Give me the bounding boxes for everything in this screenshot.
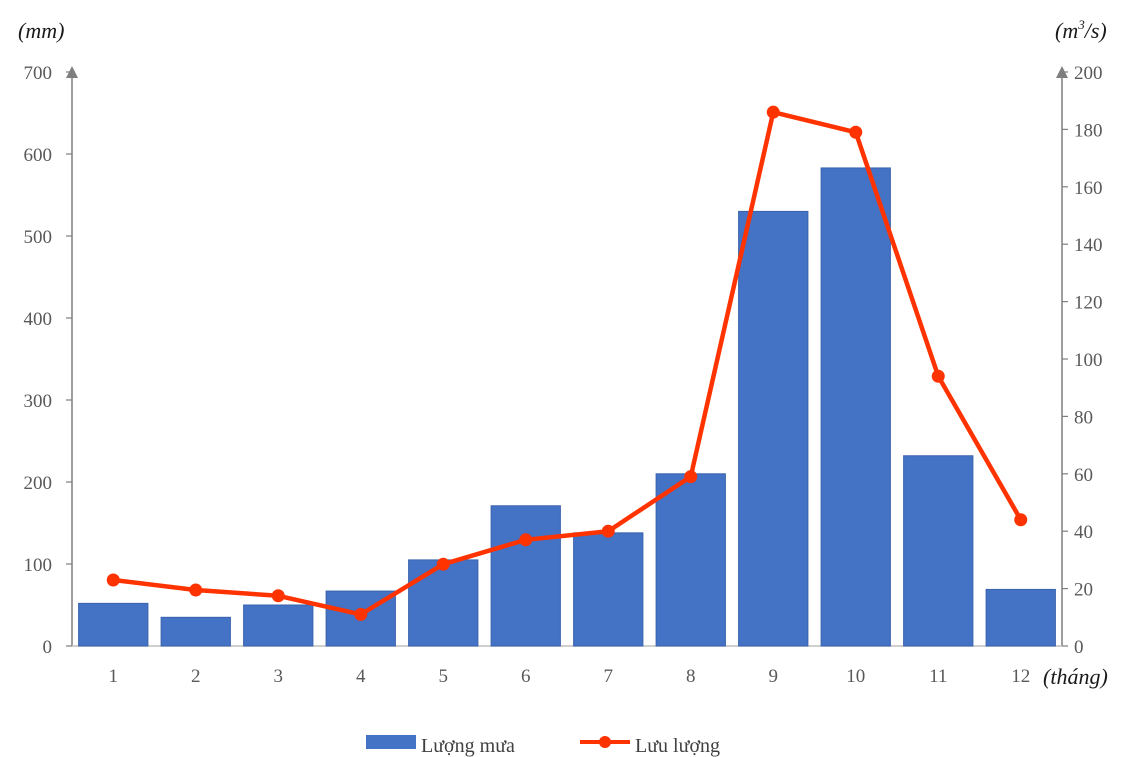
x-tick-label: 10 (846, 666, 865, 687)
rainfall-bar (655, 473, 726, 647)
x-tick-label: 11 (929, 666, 947, 687)
right-tick-label: 200 (1074, 63, 1103, 84)
rainfall-bar (243, 604, 314, 647)
rainfall-bar (408, 559, 479, 647)
x-tick-label: 12 (1011, 666, 1030, 687)
left-axis-unit: (mm) (18, 18, 64, 43)
x-tick-label: 8 (686, 666, 696, 687)
left-tick-label: 200 (24, 473, 53, 494)
discharge-point (766, 105, 780, 119)
right-tick-label: 80 (1074, 407, 1093, 428)
discharge-point (931, 369, 945, 383)
legend: Lượng mưa Lưu lượng (366, 735, 720, 757)
discharge-point (436, 557, 450, 571)
x-axis-unit: (tháng) (1043, 664, 1108, 689)
x-tick-label: 9 (769, 666, 779, 687)
legend-swatch-rainfall (366, 735, 416, 749)
x-tick-labels: 1 2 3 4 5 6 7 8 9 10 11 12 (109, 666, 1031, 687)
rainfall-bar (160, 616, 231, 647)
left-tick-label: 500 (24, 227, 53, 248)
right-tick-label: 120 (1074, 293, 1103, 314)
left-tick-labels: 0 100 200 300 400 500 600 700 (24, 63, 72, 658)
left-tick-label: 600 (24, 145, 53, 166)
discharge-point (106, 573, 120, 587)
rainfall-bar (78, 602, 149, 647)
legend-swatch-discharge-marker (599, 736, 611, 748)
rainfall-bar (573, 532, 644, 647)
right-tick-label: 20 (1074, 580, 1093, 601)
rainfall-bar (490, 505, 561, 647)
discharge-point (189, 583, 203, 597)
left-tick-label: 400 (24, 309, 53, 330)
right-tick-label: 180 (1074, 120, 1103, 141)
discharge-point (271, 589, 285, 603)
x-tick-label: 3 (274, 666, 284, 687)
discharge-point (684, 470, 698, 484)
right-tick-label: 0 (1074, 637, 1084, 658)
right-tick-label: 160 (1074, 178, 1103, 199)
rainfall-bar (985, 588, 1056, 647)
x-tick-label: 5 (439, 666, 449, 687)
x-tick-label: 4 (356, 666, 366, 687)
x-tick-label: 2 (191, 666, 201, 687)
right-tick-label: 60 (1074, 465, 1093, 486)
right-tick-label: 140 (1074, 235, 1103, 256)
rainfall-bar (903, 455, 974, 647)
left-tick-label: 100 (24, 555, 53, 576)
discharge-point (1014, 513, 1028, 527)
right-tick-labels: 0 20 40 60 80 100 120 140 160 180 200 (1062, 63, 1103, 658)
rainfall-bar (738, 210, 809, 647)
discharge-point (519, 533, 533, 547)
right-tick-label: 100 (1074, 350, 1103, 371)
rainfall-bars (78, 167, 1056, 647)
left-tick-label: 0 (43, 637, 53, 658)
legend-label-discharge: Lưu lượng (635, 735, 720, 757)
right-axis-unit: (m3/s) (1055, 17, 1107, 43)
rainfall-bar (820, 167, 891, 647)
discharge-series-line (112, 109, 1023, 617)
x-tick-label: 6 (521, 666, 531, 687)
left-tick-label: 700 (24, 63, 53, 84)
discharge-point (849, 125, 863, 139)
left-tick-label: 300 (24, 391, 53, 412)
discharge-point (354, 607, 368, 621)
discharge-point (601, 524, 615, 538)
discharge-line (106, 105, 1028, 621)
right-tick-label: 40 (1074, 522, 1093, 543)
legend-label-rainfall: Lượng mưa (421, 735, 515, 757)
x-tick-label: 7 (604, 666, 614, 687)
x-tick-label: 1 (109, 666, 119, 687)
